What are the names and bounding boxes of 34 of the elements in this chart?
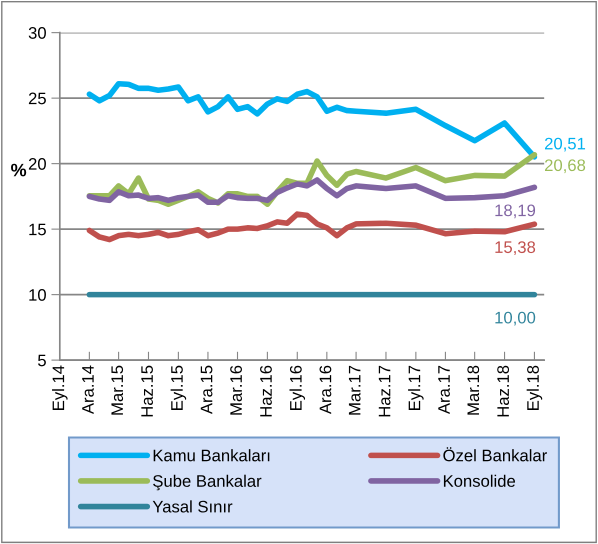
x-tick-label: Mar.15 [111, 366, 124, 415]
x-tick-label: Mar.17 [348, 366, 361, 415]
y-tick-label: 10 [29, 289, 46, 301]
x-tick-label: Eyl.18 [526, 366, 542, 410]
data-label: 20,51 [544, 138, 586, 152]
y-tick-label: 5 [38, 354, 46, 366]
x-tick-label: Ara.17 [438, 366, 450, 414]
x-tick-label: Haz.16 [260, 366, 272, 416]
data-label: 10,00 [495, 312, 536, 326]
y-tick-label: 30 [28, 27, 46, 39]
x-tick-label: Eyl.15 [170, 366, 186, 410]
y-tick-label: 25 [28, 92, 46, 104]
x-tick-label: Eyl.17 [408, 366, 424, 410]
legend-label: Yasal Sınır [152, 500, 232, 513]
legend-label: Konsolide [444, 474, 516, 487]
x-tick-label: Mar.16 [230, 366, 242, 415]
y-tick-label: 15 [29, 224, 46, 236]
data-label: 20,68 [544, 159, 586, 174]
x-tick-label: Eyl.16 [290, 366, 306, 410]
data-label: 15,38 [495, 241, 536, 256]
data-label: 18,19 [495, 204, 536, 218]
x-tick-label: Eyl.14 [52, 365, 68, 410]
legend-label: Kamu Bankaları [154, 449, 270, 462]
legend-label: Şube Bankalar [153, 474, 262, 490]
legend-label: Özel Bankalar [443, 447, 547, 462]
x-tick-label: Haz.18 [497, 366, 510, 416]
x-tick-label: Ara.16 [320, 366, 332, 414]
x-tick-label: Mar.18 [467, 366, 480, 415]
x-tick-label: Ara.15 [200, 366, 212, 414]
y-axis-title: % [11, 164, 26, 176]
x-tick-label: Haz.15 [141, 366, 153, 416]
y-tick-label: 20 [28, 158, 46, 170]
x-tick-label: Ara.14 [82, 365, 94, 414]
x-tick-label: Haz.17 [378, 366, 390, 416]
